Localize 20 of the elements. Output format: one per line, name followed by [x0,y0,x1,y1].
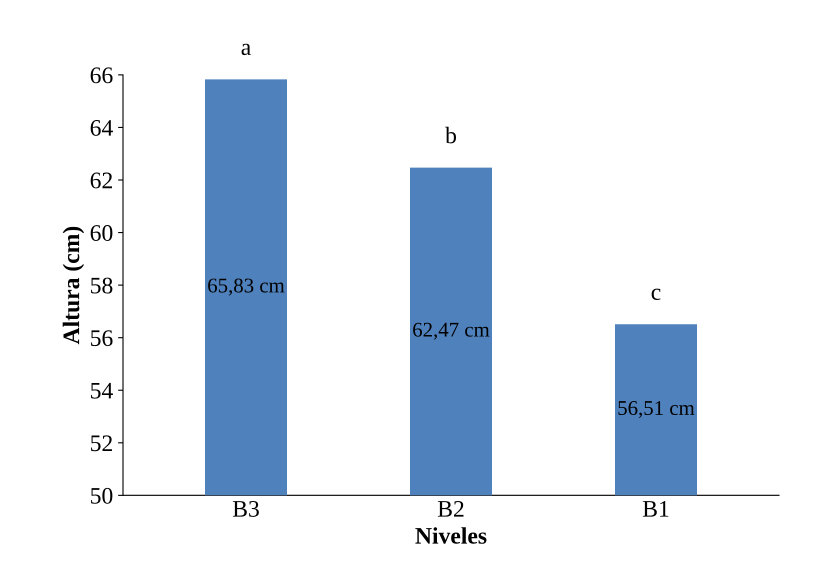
data-label: 62,47 cm [413,322,490,340]
annotation: c [652,288,661,300]
y-tick-label: 60 [90,225,112,241]
data-label: 65,83 cm [208,278,284,296]
y-tick-label: 54 [91,382,113,399]
data-label: 56,51 cm [618,401,694,418]
y-tick-label: 50 [91,488,112,504]
y-tick-label: 64 [90,120,113,136]
x-axis-title: Niveles [415,527,486,544]
annotation: a [242,44,251,56]
y-tick-label: 56 [91,330,113,346]
y-tick-label: 62 [90,172,112,188]
annotation: b [445,126,456,144]
y-tick-label: 58 [91,278,112,294]
y-axis-title: Altura (cm) [62,226,84,344]
x-tick-label: B3 [232,500,259,517]
y-tick-label: 66 [90,67,113,84]
y-tick-label: 52 [91,435,112,452]
x-tick-label: B1 [642,501,668,517]
x-tick-label: B2 [438,500,464,517]
